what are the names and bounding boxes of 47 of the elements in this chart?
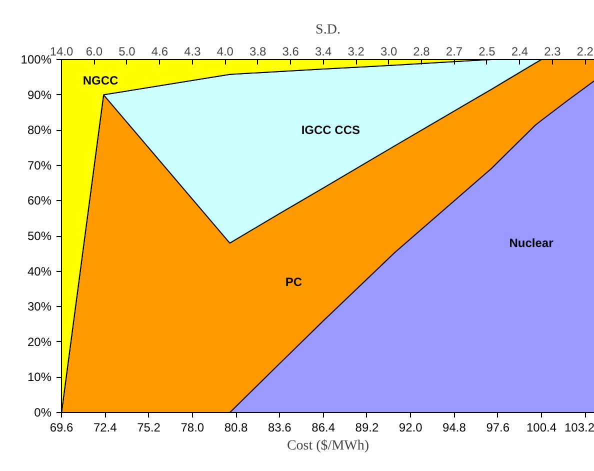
y-tick-label: 30%	[27, 300, 52, 314]
text: 2.4	[511, 44, 528, 58]
y-tick-label: 50%	[27, 229, 52, 243]
y-tick-label: 100%	[20, 52, 52, 66]
text: 2.2	[576, 44, 594, 58]
x-tick-label: 89.2	[355, 420, 379, 434]
y-tick-label: 40%	[27, 264, 52, 278]
x-tick-label: 72.4	[93, 420, 118, 434]
text: 2.8	[413, 44, 430, 58]
text: 6.0	[86, 44, 103, 58]
x-tick-label: 69.6	[50, 420, 74, 434]
x-tick-label: 75.2	[137, 420, 161, 434]
text: 3.8	[250, 44, 267, 58]
series-label: Nuclear	[509, 236, 554, 250]
x-axis-title: Cost ($/MWh)	[286, 438, 370, 454]
legend-label: NGCC	[82, 74, 118, 88]
x-tick-label: 100.4	[526, 420, 557, 434]
x-tick-label: 97.6	[486, 420, 510, 434]
x-tick-label: 103.2	[564, 420, 594, 434]
y-tick-label: 80%	[27, 123, 52, 138]
text: 2.7	[446, 44, 463, 58]
text: 4.6	[151, 44, 168, 58]
text: 14.0	[50, 44, 74, 58]
text: 3.6	[282, 44, 300, 58]
text: 4.0	[216, 44, 234, 58]
text: 3.2	[348, 44, 365, 58]
text: 2.5	[478, 44, 496, 58]
text: 3.4	[314, 44, 332, 58]
x-tick-label: 86.4	[312, 420, 336, 434]
y-tick-label: 10%	[27, 370, 52, 384]
y-tick-label: 20%	[27, 334, 52, 349]
x-tick-label: 94.8	[442, 420, 466, 434]
text: 2.3	[544, 44, 562, 58]
x-tick-label: 80.8	[224, 420, 248, 434]
y-tick-label: 0%	[34, 406, 52, 420]
x-tick-label: 78.0	[180, 420, 204, 434]
text: 4.3	[184, 44, 202, 58]
y-tick-label: 70%	[27, 158, 52, 172]
x-tick-label: 92.0	[398, 420, 423, 434]
series-label: PC	[285, 274, 302, 289]
text: 3.0	[380, 44, 398, 58]
series-label: IGCC CCS	[301, 123, 360, 138]
y-tick-label: 60%	[27, 194, 52, 208]
y-tick-label: 90%	[27, 88, 52, 102]
text: 5.0	[118, 44, 136, 58]
x2-axis-title: S.D.	[316, 22, 340, 38]
x-tick-label: 83.6	[268, 420, 292, 434]
